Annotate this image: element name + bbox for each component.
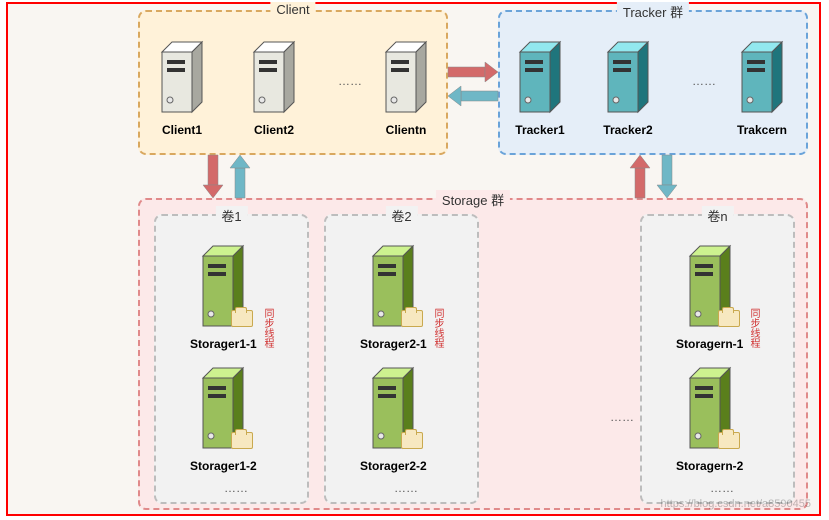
ellipsis: ……: [710, 481, 734, 495]
storage-group: Storage 群 ……卷1 Storager1-1同步线程 Storager1…: [138, 198, 808, 510]
folder-icon: [718, 432, 740, 449]
volume-group: 卷n Storagern-1同步线程 Storagern-2……: [640, 214, 795, 504]
server-icon: [246, 40, 302, 114]
folder-icon: [401, 310, 423, 327]
server-icon: [154, 40, 210, 114]
server-label: Storagern-2: [676, 459, 743, 473]
server-icon: [378, 40, 434, 114]
server-icon: [734, 40, 790, 114]
server-label: Client1: [162, 123, 202, 137]
server-label: Client2: [254, 123, 294, 137]
server-icon: [512, 40, 568, 114]
folder-icon: [718, 310, 740, 327]
client-server: Clientn: [378, 40, 434, 137]
sync-thread-annotation: 同步线程: [430, 308, 445, 348]
client-server: Client1: [154, 40, 210, 137]
tracker-server: Trakcern: [734, 40, 790, 137]
client-label: Client: [270, 2, 315, 17]
storage-server: Storagern-1: [676, 244, 743, 351]
tracker-server: Tracker1: [512, 40, 568, 137]
storage-server: Storagern-2: [676, 366, 743, 473]
ellipsis: ……: [394, 481, 418, 495]
ellipsis: ……: [224, 481, 248, 495]
ellipsis: ……: [338, 74, 362, 88]
ellipsis: ……: [692, 74, 716, 88]
server-label: Storager2-1: [360, 337, 427, 351]
server-icon: [600, 40, 656, 114]
ellipsis: ……: [610, 410, 634, 424]
volume-label: 卷1: [215, 206, 247, 225]
volume-label: 卷n: [701, 206, 733, 225]
sync-thread-annotation: 同步线程: [746, 308, 761, 348]
tracker-group: Tracker 群 Tracker1 Tracker2 Trakcern……: [498, 10, 808, 155]
folder-icon: [401, 432, 423, 449]
server-label: Storager1-1: [190, 337, 257, 351]
volume-group: 卷2 Storager2-1同步线程 Storager2-2……: [324, 214, 479, 504]
folder-icon: [231, 432, 253, 449]
server-label: Tracker1: [515, 123, 564, 137]
client-server: Client2: [246, 40, 302, 137]
watermark: https://blog.csdn.net/a8590455: [661, 498, 811, 510]
storage-server: Storager1-2: [190, 366, 257, 473]
tracker-server: Tracker2: [600, 40, 656, 137]
server-label: Clientn: [386, 123, 427, 137]
diagram-frame: Client Client1 Client2 Clientn …… Tracker…: [6, 2, 821, 516]
tracker-label: Tracker 群: [617, 2, 689, 21]
server-label: Storagern-1: [676, 337, 743, 351]
server-label: Storager1-2: [190, 459, 257, 473]
volume-group: 卷1 Storager1-1同步线程 Storager1-2……: [154, 214, 309, 504]
sync-thread-annotation: 同步线程: [260, 308, 275, 348]
storage-label: Storage 群: [436, 190, 510, 209]
storage-server: Storager1-1: [190, 244, 257, 351]
volume-label: 卷2: [385, 206, 417, 225]
storage-server: Storager2-2: [360, 366, 427, 473]
server-label: Trakcern: [737, 123, 787, 137]
storage-server: Storager2-1: [360, 244, 427, 351]
folder-icon: [231, 310, 253, 327]
client-group: Client Client1 Client2 Clientn……: [138, 10, 448, 155]
server-label: Tracker2: [603, 123, 652, 137]
server-label: Storager2-2: [360, 459, 427, 473]
